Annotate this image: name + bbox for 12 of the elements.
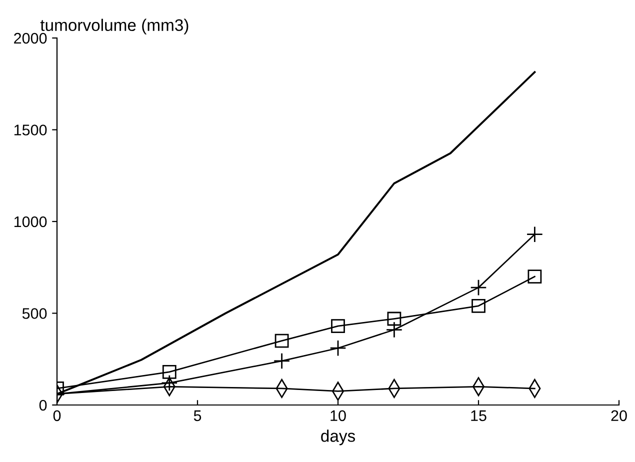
x-tick-label: 5 (194, 410, 202, 422)
x-tick-label: 10 (330, 410, 346, 422)
x-tick-label: 20 (611, 410, 627, 422)
y-tick-label: 2000 (14, 32, 47, 44)
y-tick-label: 1000 (14, 216, 47, 228)
y-axis-title: tumorvolume (mm3) (40, 18, 188, 34)
x-tick-label: 15 (471, 410, 486, 422)
x-axis-title: days (321, 430, 355, 446)
y-tick-label: 1500 (14, 124, 47, 136)
y-tick-label: 500 (22, 308, 47, 319)
y-tick-label: 0 (39, 400, 47, 411)
x-tick-label: 0 (53, 410, 61, 422)
